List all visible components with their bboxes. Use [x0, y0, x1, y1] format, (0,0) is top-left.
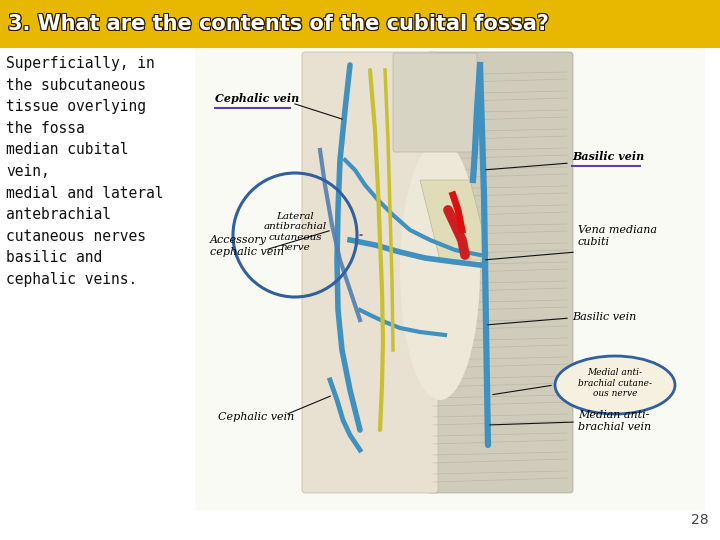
Text: Vena mediana
cubiti: Vena mediana cubiti — [578, 225, 657, 247]
Bar — [195, 45, 705, 510]
Text: Cephalic vein: Cephalic vein — [215, 93, 300, 104]
Bar — [0, 0, 720, 48]
FancyBboxPatch shape — [427, 52, 573, 493]
Text: Accessory
cephalic vein: Accessory cephalic vein — [210, 235, 284, 257]
Text: 3. What are the contents of the cubital fossa?: 3. What are the contents of the cubital … — [7, 14, 548, 34]
FancyBboxPatch shape — [302, 52, 438, 493]
Text: Basilic vein: Basilic vein — [572, 151, 644, 162]
Ellipse shape — [400, 140, 480, 400]
Text: 3. What are the contents of the cubital fossa?: 3. What are the contents of the cubital … — [7, 15, 548, 35]
Text: 3. What are the contents of the cubital fossa?: 3. What are the contents of the cubital … — [8, 15, 549, 35]
Text: 3. What are the contents of the cubital fossa?: 3. What are the contents of the cubital … — [8, 14, 549, 34]
Text: Basilic vein: Basilic vein — [572, 312, 636, 322]
Text: Medial anti-
brachial cutane-
ous nerve: Medial anti- brachial cutane- ous nerve — [578, 368, 652, 398]
Ellipse shape — [555, 356, 675, 414]
Text: Superficially, in
the subcutaneous
tissue overlying
the fossa
median cubital
vei: Superficially, in the subcutaneous tissu… — [6, 56, 163, 287]
Text: 3. What are the contents of the cubital fossa?: 3. What are the contents of the cubital … — [7, 13, 548, 33]
Text: Median anti-
brachial vein: Median anti- brachial vein — [578, 410, 651, 432]
Text: Cephalic vein: Cephalic vein — [218, 412, 294, 422]
Text: 3. What are the contents of the cubital fossa?: 3. What are the contents of the cubital … — [8, 13, 549, 33]
Text: 3. What are the contents of the cubital fossa?: 3. What are the contents of the cubital … — [9, 14, 550, 34]
Text: 28: 28 — [691, 513, 708, 527]
Text: 3. What are the contents of the cubital fossa?: 3. What are the contents of the cubital … — [9, 13, 550, 33]
Text: 3. What are the contents of the cubital fossa?: 3. What are the contents of the cubital … — [9, 15, 550, 35]
Polygon shape — [420, 180, 490, 260]
Text: Lateral
antibrachial
cutaneous
nerve: Lateral antibrachial cutaneous nerve — [264, 212, 327, 252]
FancyBboxPatch shape — [393, 53, 477, 152]
